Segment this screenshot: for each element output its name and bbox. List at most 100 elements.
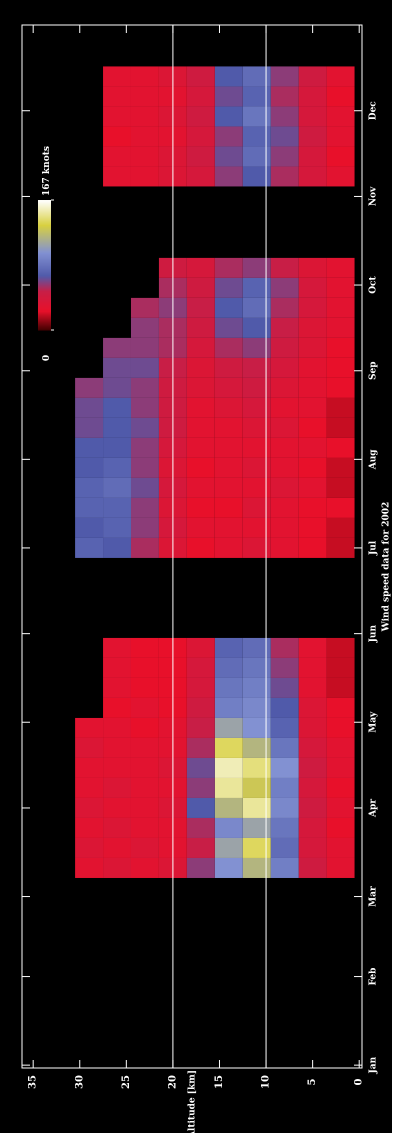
heat-cell [242, 737, 271, 758]
heat-cell [103, 737, 131, 758]
colorbar-step [38, 230, 51, 233]
colorbar-step [38, 300, 51, 303]
heat-cell [242, 497, 271, 518]
heat-cell [242, 317, 271, 338]
heat-cell [214, 477, 243, 498]
heat-cell [103, 106, 131, 127]
heat-cell [270, 817, 299, 838]
heat-cell [242, 297, 271, 318]
heat-cell [326, 697, 355, 718]
heat-cell [270, 537, 299, 558]
x-tick-label: Mar [369, 886, 379, 907]
heat-cell [186, 637, 215, 658]
heat-cell [130, 537, 159, 558]
colorbar-step [38, 224, 51, 227]
heat-cell [186, 277, 215, 298]
edge [392, 0, 396, 1133]
heat-cell [270, 737, 299, 758]
heat-cell [270, 797, 299, 818]
heat-cell [103, 166, 131, 187]
heat-cell [130, 517, 159, 538]
heat-cell [214, 457, 243, 478]
colorbar-step [38, 314, 51, 317]
colorbar-step [38, 286, 51, 289]
heat-cell [298, 777, 327, 798]
heat-cell [130, 797, 159, 818]
heat-cell [130, 357, 159, 378]
colorbar-step [38, 270, 51, 273]
heat-cell [298, 106, 327, 127]
heat-cell [103, 86, 131, 107]
heat-cell [214, 377, 243, 398]
heat-cell [130, 377, 159, 398]
heat-cell [242, 697, 271, 718]
heat-cell [326, 297, 355, 318]
heat-cell [298, 277, 327, 298]
heat-cell [270, 417, 299, 438]
x-tick-label: Jun [369, 625, 379, 644]
heat-cell [103, 677, 131, 698]
heat-cell [242, 797, 271, 818]
heat-cell [270, 777, 299, 798]
heat-cell [242, 337, 271, 358]
heat-cell [186, 497, 215, 518]
heat-cell [186, 317, 215, 338]
heat-cell [130, 106, 159, 127]
heat-cell [298, 357, 327, 378]
heat-cell [326, 337, 355, 358]
y-tick-label: 0 [354, 1078, 365, 1085]
heat-cell [186, 817, 215, 838]
heat-cell [214, 146, 243, 167]
heat-cell [130, 657, 159, 678]
heat-cell [103, 517, 131, 538]
heat-cell [75, 497, 104, 518]
heat-cell [130, 437, 159, 458]
x-tick-label: Oct [369, 275, 379, 293]
heat-cell [326, 837, 355, 858]
heat-cell [326, 857, 355, 878]
heat-cell [242, 677, 271, 698]
heat-cell [270, 377, 299, 398]
heat-cell [270, 677, 299, 698]
heat-cell [298, 126, 327, 147]
colorbar-step [38, 308, 51, 311]
colorbar-label: 167 knots [42, 146, 52, 196]
heat-cell [103, 637, 131, 658]
heat-cell [298, 657, 327, 678]
heat-cell [103, 697, 131, 718]
x-tick-label: Aug [369, 449, 379, 471]
heat-cell [270, 357, 299, 378]
colorbar-step [38, 204, 51, 207]
heat-cell [214, 86, 243, 107]
y-tick-label: 15 [214, 1075, 225, 1089]
heat-cell [270, 166, 299, 187]
heat-cell [75, 437, 104, 458]
colorbar-step [38, 232, 51, 235]
heat-cell [186, 657, 215, 678]
heat-cell [214, 537, 243, 558]
heat-cell [186, 297, 215, 318]
heat-cell [326, 717, 355, 738]
heat-cell [186, 126, 215, 147]
heat-cell [75, 717, 104, 738]
y-tick-label: 25 [121, 1075, 132, 1089]
heat-cell [298, 717, 327, 738]
heat-cell [242, 437, 271, 458]
heat-cell [242, 126, 271, 147]
heat-cell [214, 166, 243, 187]
heat-cell [103, 477, 131, 498]
colorbar-step [38, 212, 51, 215]
heat-cell [130, 737, 159, 758]
heat-cell [75, 817, 104, 838]
heat-cell [326, 397, 355, 418]
heat-cell [186, 457, 215, 478]
heat-cell [214, 777, 243, 798]
heat-cell [270, 126, 299, 147]
heat-cell [242, 817, 271, 838]
heat-cell [326, 457, 355, 478]
heat-cell [130, 477, 159, 498]
heat-cell [326, 146, 355, 167]
heat-cell [103, 837, 131, 858]
heat-cell [130, 297, 159, 318]
heat-cell [130, 837, 159, 858]
